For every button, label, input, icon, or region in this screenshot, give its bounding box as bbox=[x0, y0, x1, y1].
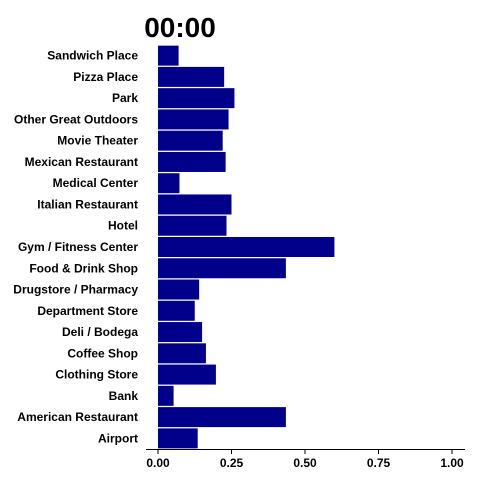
category-label: Coffee Shop bbox=[67, 346, 138, 360]
category-label: Clothing Store bbox=[55, 368, 138, 382]
category-label: Italian Restaurant bbox=[37, 197, 138, 211]
category-label: Hotel bbox=[108, 219, 138, 233]
bar-other-great-outdoors bbox=[158, 109, 229, 130]
chart-title: 00:00 bbox=[144, 12, 216, 43]
bar-food-drink-shop bbox=[158, 258, 286, 279]
x-tick-label: 0.50 bbox=[293, 456, 317, 470]
bar-italian-restaurant bbox=[158, 194, 232, 215]
bar-gym-fitness-center bbox=[158, 237, 335, 257]
bar-clothing-store bbox=[158, 364, 216, 385]
bar-department-store bbox=[158, 300, 195, 321]
bar-hotel bbox=[158, 215, 227, 236]
category-label: Drugstore / Pharmacy bbox=[13, 283, 138, 297]
bar-pizza-place bbox=[158, 66, 225, 87]
category-label: Gym / Fitness Center bbox=[18, 240, 138, 254]
category-label: Airport bbox=[98, 431, 138, 445]
category-label: Food & Drink Shop bbox=[29, 261, 138, 275]
x-tick-label: 0.75 bbox=[367, 456, 391, 470]
category-label: American Restaurant bbox=[17, 410, 138, 424]
x-tick-label: 0.25 bbox=[220, 456, 244, 470]
category-label: Pizza Place bbox=[73, 70, 138, 84]
category-label: Mexican Restaurant bbox=[25, 155, 138, 169]
bar-drugstore-pharmacy bbox=[158, 279, 200, 300]
x-tick-label: 0.00 bbox=[146, 456, 170, 470]
bar-mexican-restaurant bbox=[158, 151, 226, 172]
bar-deli-bodega bbox=[158, 322, 203, 343]
category-label: Movie Theater bbox=[57, 134, 138, 148]
category-label: Park bbox=[112, 91, 138, 105]
category-label: Sandwich Place bbox=[47, 49, 138, 63]
category-label: Deli / Bodega bbox=[62, 325, 138, 339]
bar-park bbox=[158, 88, 235, 109]
bar-medical-center bbox=[158, 173, 180, 194]
category-label: Bank bbox=[109, 389, 139, 403]
bar-coffee-shop bbox=[158, 343, 206, 364]
category-label: Medical Center bbox=[53, 176, 139, 190]
category-label: Department Store bbox=[37, 304, 138, 318]
category-label: Other Great Outdoors bbox=[14, 112, 138, 126]
category-labels: Sandwich Place Pizza Place Park Other Great… bbox=[13, 49, 138, 446]
bar-movie-theater bbox=[158, 130, 223, 151]
x-axis-ticks: 0.00 0.25 0.50 0.75 1.00 bbox=[146, 449, 464, 470]
bar-sandwich-place bbox=[158, 45, 179, 66]
x-tick-label: 1.00 bbox=[440, 456, 464, 470]
bar-bank bbox=[158, 385, 174, 406]
bar-airport bbox=[158, 428, 198, 449]
bars-layer bbox=[158, 45, 335, 449]
bar-american-restaurant bbox=[158, 407, 286, 428]
